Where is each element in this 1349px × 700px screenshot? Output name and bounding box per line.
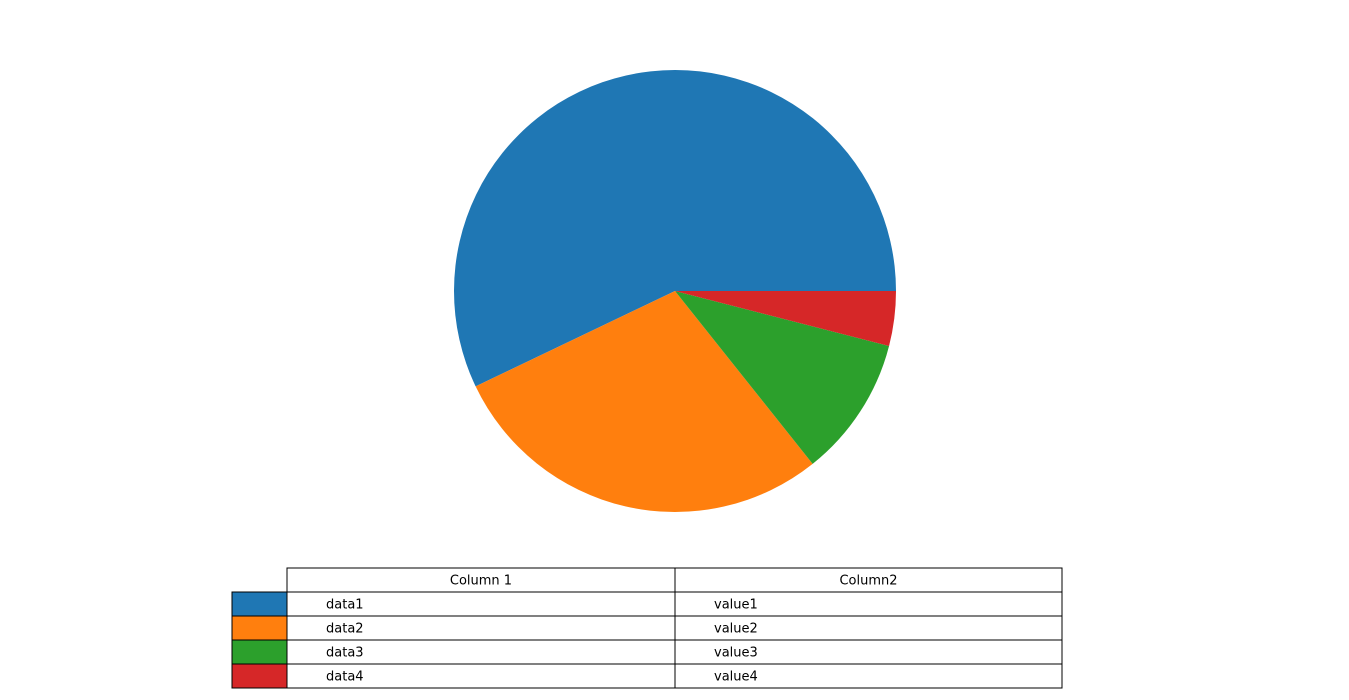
table-cell <box>674 591 1063 617</box>
column-header: Column 1 <box>450 574 512 589</box>
pie-slice <box>675 291 890 464</box>
table-cell <box>231 615 288 641</box>
table-cell <box>231 591 288 617</box>
table-cell <box>286 663 676 689</box>
table-text: data1 <box>326 598 364 613</box>
table-cell <box>286 615 676 641</box>
pie-slice <box>675 291 896 346</box>
column-header: Column2 <box>839 574 897 589</box>
table-text: data3 <box>326 646 364 661</box>
table-cell <box>231 639 288 665</box>
table-cell <box>674 663 1063 689</box>
table-text: value1 <box>714 598 758 613</box>
table-text: value4 <box>714 670 758 685</box>
table-cell <box>674 615 1063 641</box>
pie-slice <box>475 291 813 513</box>
table-text: data2 <box>326 622 364 637</box>
table-cell <box>231 663 288 689</box>
table-cell <box>674 639 1063 665</box>
table-text: value3 <box>714 646 758 661</box>
table-text: value2 <box>714 622 758 637</box>
pie-slice <box>454 70 896 387</box>
table-text: data4 <box>326 670 364 685</box>
table-cell <box>286 567 676 593</box>
